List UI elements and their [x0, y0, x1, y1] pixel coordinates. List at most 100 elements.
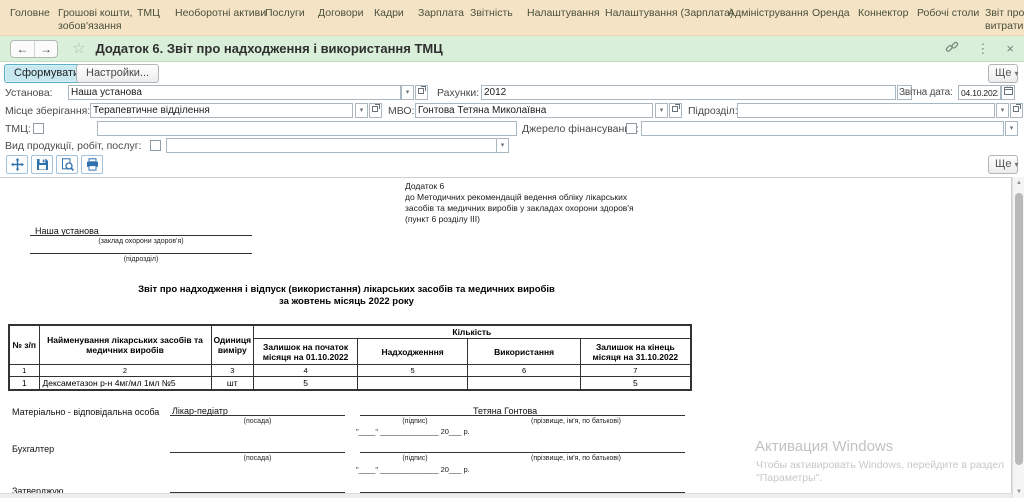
save-button[interactable] [31, 155, 53, 174]
col-number: 7 [580, 364, 692, 377]
appendix-line: Додаток 6 [405, 181, 445, 191]
zvitna-data-input[interactable] [958, 85, 1001, 100]
appendix-line: (пункт 6 розділу III) [405, 214, 480, 224]
back-icon[interactable]: ← [16, 41, 29, 56]
rakhunky-input[interactable] [481, 85, 896, 100]
menu-item-nalashtuvannia[interactable]: Налаштування [527, 7, 600, 19]
mistse-dropdown-icon[interactable]: ▾ [355, 103, 368, 118]
signature-line [360, 445, 470, 453]
menu-item-nalashtuvannia-zarplata[interactable]: Налаштування (Зарплата) [605, 7, 734, 19]
dzherelo-dropdown-icon[interactable]: ▾ [1005, 121, 1018, 136]
menu-item-dohovory[interactable]: Договори [318, 7, 364, 19]
rakhunky-ellipsis-button[interactable]: ... [897, 85, 912, 100]
form-titlebar: ← → ☆ Додаток 6. Звіт про надходження і … [0, 36, 1024, 62]
scroll-down-icon[interactable]: ▼ [1016, 489, 1022, 495]
pidrozdil-open-icon[interactable] [1010, 103, 1023, 118]
mvo-dropdown-icon[interactable]: ▾ [655, 103, 668, 118]
ustanova-dropdown-icon[interactable]: ▾ [401, 85, 414, 100]
more-label: Ще [995, 67, 1012, 79]
section-menubar: Головне Грошові кошти, зобов'язання ТМЦ … [0, 0, 1024, 36]
col-header-name: Найменування лікарських засобів та медич… [38, 324, 212, 365]
nav-history-group: ← → [10, 39, 58, 58]
mvo-label: МВО: [388, 105, 415, 117]
print-button[interactable] [81, 155, 103, 174]
ustanova-input[interactable] [68, 85, 401, 100]
calendar-icon[interactable] [1001, 85, 1015, 100]
menu-item-konnektor[interactable]: Коннектор [858, 7, 909, 19]
forward-icon[interactable]: → [34, 40, 57, 57]
cell-begin: 5 [253, 376, 359, 391]
ustanova-open-icon[interactable] [415, 85, 428, 100]
windows-activation-watermark-line2: Чтобы активировать Windows, перейдите в … [756, 459, 1004, 471]
name-caption: (прізвище, ім'я, по батькові) [531, 455, 621, 462]
vyd-produktsii-dropdown-icon[interactable]: ▾ [496, 138, 509, 153]
menu-item-kadry[interactable]: Кадри [374, 7, 404, 19]
vyd-produktsii-checkbox[interactable] [150, 140, 161, 151]
tmts-label: ТМЦ: [5, 123, 31, 135]
menu-item-holovne[interactable]: Головне [10, 7, 50, 19]
date-line: "____" ______________ 20___ р. [356, 465, 470, 474]
fit-page-button[interactable] [6, 155, 28, 174]
menu-item-neoborotni[interactable]: Необоротні активи [175, 7, 267, 19]
move-icon [10, 158, 24, 171]
mvo-role-label: Матеріально - відповідальна особа [12, 407, 160, 417]
col-header-unit: Одиниця виміру [210, 324, 255, 365]
vyd-produktsii-input[interactable] [166, 138, 497, 153]
report-document[interactable]: Додаток 6 до Методичних рекомендацій вед… [0, 177, 1012, 498]
close-icon[interactable]: × [1006, 40, 1014, 56]
col-number: 2 [38, 364, 212, 377]
name-line [467, 440, 685, 453]
cell-end: 5 [580, 376, 692, 391]
unit-caption: (підрозділ) [123, 256, 159, 263]
name-line [467, 481, 685, 493]
windows-activation-watermark: Активация Windows [755, 438, 894, 455]
name-line [467, 402, 685, 416]
dzherelo-label: Джерело фінансування: [522, 123, 639, 135]
col-header-in: Надходженння [357, 338, 469, 365]
menu-item-administruvannia[interactable]: Адміністрування [728, 7, 809, 19]
vertical-scrollbar[interactable]: ▲ ▼ [1012, 177, 1024, 498]
menu-item-zvitnist[interactable]: Звітність [470, 7, 513, 19]
menu-item-zvit-pro-vytraty[interactable]: Звіт про витрати [985, 7, 1024, 32]
mistse-input[interactable] [90, 103, 353, 118]
col-header-end: Залишок на кінець місяця на 31.10.2022 [580, 338, 692, 365]
generate-button[interactable]: Сформувати [4, 64, 90, 83]
signature-line [360, 408, 470, 416]
report-table: № з/п Найменування лікарських засобів та… [8, 324, 692, 391]
print-preview-button[interactable] [56, 155, 78, 174]
position-line [170, 481, 345, 493]
menu-item-robochi-stoly[interactable]: Робочі столи [917, 7, 980, 19]
tmts-input[interactable] [97, 121, 517, 136]
pidrozdil-input[interactable] [737, 103, 995, 118]
mvo-position-value: Лікар-педіатр [172, 406, 228, 416]
favorite-star-icon[interactable]: ☆ [72, 39, 86, 57]
dzherelo-input[interactable] [641, 121, 1004, 136]
col-number: 6 [467, 364, 582, 377]
more-button-top[interactable]: Ще ▾ [988, 64, 1019, 83]
menu-item-tmts[interactable]: ТМЦ [137, 7, 160, 19]
appendix-line: до Методичних рекомендацій ведення облік… [405, 192, 628, 202]
tmts-checkbox[interactable] [33, 123, 44, 134]
vertical-scrollbar-thumb[interactable] [1015, 193, 1023, 465]
pidrozdil-dropdown-icon[interactable]: ▾ [996, 103, 1009, 118]
menu-item-zarplata[interactable]: Зарплата [418, 7, 464, 19]
menu-item-hroshovi-koshty[interactable]: Грошові кошти, зобов'язання [58, 7, 133, 32]
col-header-begin: Залишок на початок місяця на 01.10.2022 [253, 338, 359, 365]
settings-button[interactable]: Настройки... [76, 64, 160, 83]
mvo-open-icon[interactable] [669, 103, 682, 118]
mvo-name-value: Тетяна Гонтова [473, 406, 538, 416]
menu-item-posluhy[interactable]: Послуги [265, 7, 305, 19]
col-number: 3 [210, 364, 255, 377]
link-icon[interactable] [945, 40, 959, 57]
more-vert-icon[interactable]: ⋮ [976, 40, 990, 56]
mvo-input[interactable] [415, 103, 653, 118]
table-row[interactable]: 1 Дексаметазон р-н 4мг/мл 1мл №5 шт 5 5 [8, 376, 692, 391]
menu-item-orenda[interactable]: Оренда [812, 7, 850, 19]
scroll-up-icon[interactable]: ▲ [1016, 180, 1022, 186]
more-button-spreadsheet[interactable]: Ще ▾ [988, 155, 1019, 174]
dzherelo-checkbox[interactable] [626, 123, 637, 134]
vyd-produktsii-label: Вид продукції, робіт, послуг: [5, 140, 142, 152]
horizontal-scrollbar[interactable] [0, 493, 1012, 498]
mistse-open-icon[interactable] [369, 103, 382, 118]
